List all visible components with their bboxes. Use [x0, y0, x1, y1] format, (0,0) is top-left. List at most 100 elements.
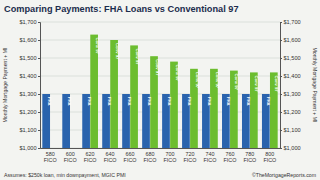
tick-label: $1,400 — [284, 73, 301, 79]
bar-series-label: FHA — [167, 97, 172, 106]
tick-mark — [38, 22, 40, 23]
title: Comparing Payments: FHA Loans vs Convent… — [4, 4, 239, 14]
grid-line — [40, 76, 280, 77]
tick: $1,000 — [19, 145, 40, 151]
bar-series-label: FHA — [246, 97, 251, 106]
tick-label: 760FICO — [223, 151, 236, 163]
tick: 740FICO — [203, 151, 216, 163]
tick-label: $1,100 — [19, 127, 36, 133]
tick: $1,200 — [280, 109, 301, 115]
y-axis-title: Monthly Mortgage Payment + MI — [2, 47, 8, 122]
tick: 600FICO — [64, 151, 77, 163]
bar-series-label: Conv 97 — [95, 38, 100, 55]
axis-line — [38, 23, 41, 149]
axis-line — [281, 23, 283, 149]
tick: 700FICO — [164, 151, 177, 163]
bar-series-label: FHA — [127, 97, 132, 106]
tick-label-line: FICO — [84, 157, 97, 163]
tick-label: 600FICO — [64, 151, 77, 163]
bar-series-label: Conv 97 — [254, 75, 259, 92]
tick: $1,000 — [280, 145, 301, 151]
tick-label-line: FICO — [263, 157, 276, 163]
tick: 580FICO — [44, 151, 57, 163]
grid-line — [40, 40, 280, 41]
bar-series-label: Conv 97 — [115, 43, 120, 60]
bar-series-label: FHA — [47, 97, 52, 106]
tick-mark — [280, 40, 282, 41]
tick: $1,300 — [280, 91, 301, 97]
tick: 720FICO — [184, 151, 197, 163]
bar-series-label: FHA — [266, 97, 271, 106]
bar-series-label: Conv 97 — [195, 72, 200, 89]
tick-mark — [38, 58, 40, 59]
bar-series-label: Conv 97 — [175, 65, 180, 82]
bar-series-label: Conv 97 — [234, 74, 239, 91]
tick: $1,400 — [19, 73, 40, 79]
y-axis: $1,000$1,100$1,200$1,300$1,400$1,500$1,6… — [19, 19, 40, 151]
x-axis: 580FICO 600FICO 620FICO 640FICO 660FICO 680FI… — [41, 149, 281, 163]
tick-label: 700FICO — [164, 151, 177, 163]
tick-label: $1,100 — [284, 127, 301, 133]
tick-label: 640FICO — [104, 151, 117, 163]
tick-label-line: FICO — [243, 157, 256, 163]
tick-label: $1,300 — [19, 91, 36, 97]
chart: FHAFHAFHAFHAFHAFHAFHAFHAFHAFHAFHAFHAConv… — [0, 0, 320, 180]
annotation: Assumes: $250k loan, min downpayment, MG… — [4, 172, 126, 178]
tick: $1,100 — [280, 127, 301, 133]
tick-label-line: FICO — [104, 157, 117, 163]
tick-label: 680FICO — [144, 151, 157, 163]
tick-label: 580FICO — [44, 151, 57, 163]
tick-label-line: FICO — [164, 157, 177, 163]
tick-mark — [280, 94, 282, 95]
tick-label: 800FICO — [263, 151, 276, 163]
tick: 780FICO — [243, 151, 256, 163]
tick-label: 660FICO — [124, 151, 137, 163]
tick: 660FICO — [124, 151, 137, 163]
tick-label-line: FICO — [203, 157, 216, 163]
tick-label-line: FICO — [144, 157, 157, 163]
tick-label: $1,200 — [284, 109, 301, 115]
tick: $1,600 — [19, 37, 40, 43]
tick-mark — [280, 58, 282, 59]
tick: 800FICO — [263, 151, 276, 163]
tick-label: 740FICO — [203, 151, 216, 163]
bar-series-label: Conv 97 — [135, 48, 140, 65]
tick: $1,200 — [19, 109, 40, 115]
bar-series-label: FHA — [107, 97, 112, 106]
tick-label: $1,000 — [19, 145, 36, 151]
tick: $1,600 — [280, 37, 301, 43]
tick-label-line: FICO — [184, 157, 197, 163]
bar-series-label: FHA — [226, 97, 231, 106]
bar-series-label: Conv 97 — [274, 75, 279, 92]
tick-label: $1,600 — [19, 37, 36, 43]
bar-series-label: FHA — [207, 97, 212, 106]
tick-label-line: FICO — [223, 157, 236, 163]
tick: $1,300 — [19, 91, 40, 97]
tick: 680FICO — [144, 151, 157, 163]
tick-mark — [38, 112, 40, 113]
bars — [42, 35, 277, 148]
annotation: ©TheMortgageReports.com — [252, 172, 316, 178]
grid-line — [40, 22, 280, 23]
tick-label-line: FICO — [64, 157, 77, 163]
tick-label: $1,000 — [284, 145, 301, 151]
tick: 620FICO — [84, 151, 97, 163]
tick-label: $1,700 — [19, 19, 36, 25]
bar-labels: FHAFHAFHAFHAFHAFHAFHAFHAFHAFHAFHAFHAConv… — [47, 38, 280, 106]
tick-label: 780FICO — [243, 151, 256, 163]
tick: 760FICO — [223, 151, 236, 163]
tick-label: $1,400 — [19, 73, 36, 79]
tick-mark — [280, 130, 282, 131]
axis-line — [41, 148, 281, 149]
tick-label: $1,300 — [284, 91, 301, 97]
bar-series-label: FHA — [67, 97, 72, 106]
tick-label: $1,700 — [284, 19, 301, 25]
bar-series-label: FHA — [87, 97, 92, 106]
tick-mark — [38, 40, 40, 41]
tick-mark — [280, 112, 282, 113]
tick-label-line: FICO — [124, 157, 137, 163]
tick: $1,100 — [19, 127, 40, 133]
bar-series-label: Conv 97 — [215, 72, 220, 89]
y-axis-title-right: Monthly Mortgage Payment + MI — [312, 47, 318, 122]
tick: $1,400 — [280, 73, 301, 79]
